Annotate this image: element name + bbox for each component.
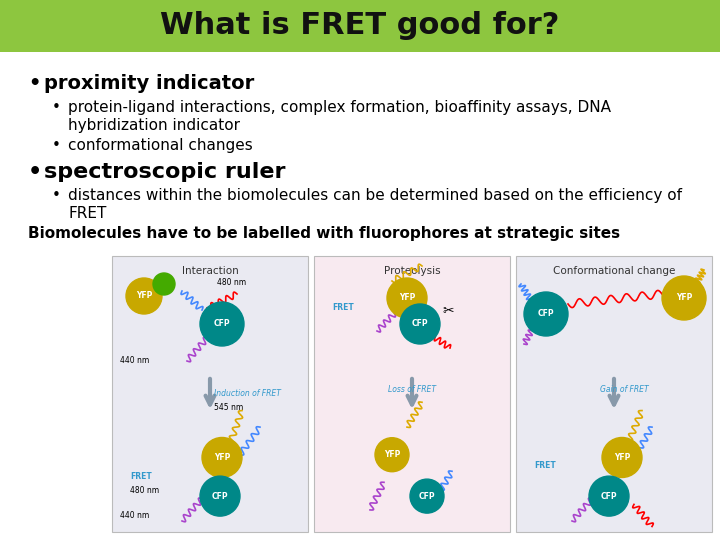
Text: CFP: CFP: [600, 491, 617, 501]
Text: Conformational change: Conformational change: [553, 266, 675, 276]
Text: CFP: CFP: [538, 309, 554, 319]
Text: YFP: YFP: [676, 294, 692, 302]
Circle shape: [589, 476, 629, 516]
Circle shape: [200, 476, 240, 516]
Text: Biomolecules have to be labelled with fluorophores at strategic sites: Biomolecules have to be labelled with fl…: [28, 226, 620, 241]
Text: •: •: [28, 162, 42, 182]
Text: What is FRET good for?: What is FRET good for?: [161, 11, 559, 40]
Text: Interaction: Interaction: [181, 266, 238, 276]
Text: spectroscopic ruler: spectroscopic ruler: [44, 162, 286, 182]
Circle shape: [200, 302, 244, 346]
Text: CFP: CFP: [212, 491, 228, 501]
Text: distances within the biomolecules can be determined based on the efficiency of: distances within the biomolecules can be…: [68, 188, 682, 203]
Text: Gain of FRET: Gain of FRET: [600, 386, 648, 395]
Text: •: •: [28, 74, 40, 93]
Circle shape: [400, 304, 440, 344]
FancyBboxPatch shape: [0, 0, 720, 52]
Circle shape: [126, 278, 162, 314]
Text: Proteolysis: Proteolysis: [384, 266, 441, 276]
Circle shape: [202, 437, 242, 477]
Text: 480 nm: 480 nm: [130, 486, 159, 495]
Text: FRET: FRET: [534, 461, 556, 470]
Text: FRET: FRET: [130, 472, 152, 481]
Circle shape: [387, 278, 427, 318]
Text: •: •: [52, 188, 61, 203]
Text: YFP: YFP: [214, 453, 230, 462]
Text: YFP: YFP: [614, 453, 630, 462]
FancyBboxPatch shape: [112, 256, 308, 532]
Text: ✂: ✂: [442, 304, 454, 318]
Text: 480 nm: 480 nm: [217, 278, 246, 287]
Text: Induction of FRET: Induction of FRET: [214, 389, 281, 399]
Circle shape: [662, 276, 706, 320]
Text: protein-ligand interactions, complex formation, bioaffinity assays, DNA: protein-ligand interactions, complex for…: [68, 100, 611, 115]
Text: 440 nm: 440 nm: [120, 511, 149, 520]
Circle shape: [524, 292, 568, 336]
Text: •: •: [52, 100, 61, 115]
Text: CFP: CFP: [419, 491, 436, 501]
Text: Loss of FRET: Loss of FRET: [388, 386, 436, 395]
Text: conformational changes: conformational changes: [68, 138, 253, 153]
FancyBboxPatch shape: [314, 256, 510, 532]
Text: FRET: FRET: [332, 303, 354, 313]
Text: •: •: [52, 138, 61, 153]
Text: CFP: CFP: [214, 320, 230, 328]
FancyBboxPatch shape: [516, 256, 712, 532]
Text: hybridization indicator: hybridization indicator: [68, 118, 240, 133]
Text: 545 nm: 545 nm: [214, 403, 243, 413]
Text: CFP: CFP: [412, 320, 428, 328]
Circle shape: [602, 437, 642, 477]
Text: YFP: YFP: [136, 292, 152, 300]
Circle shape: [410, 479, 444, 513]
Text: proximity indicator: proximity indicator: [44, 74, 254, 93]
Circle shape: [153, 273, 175, 295]
Text: FRET: FRET: [68, 206, 107, 221]
Text: 440 nm: 440 nm: [120, 356, 149, 365]
Text: YFP: YFP: [399, 294, 415, 302]
Text: YFP: YFP: [384, 450, 400, 459]
Circle shape: [375, 438, 409, 472]
